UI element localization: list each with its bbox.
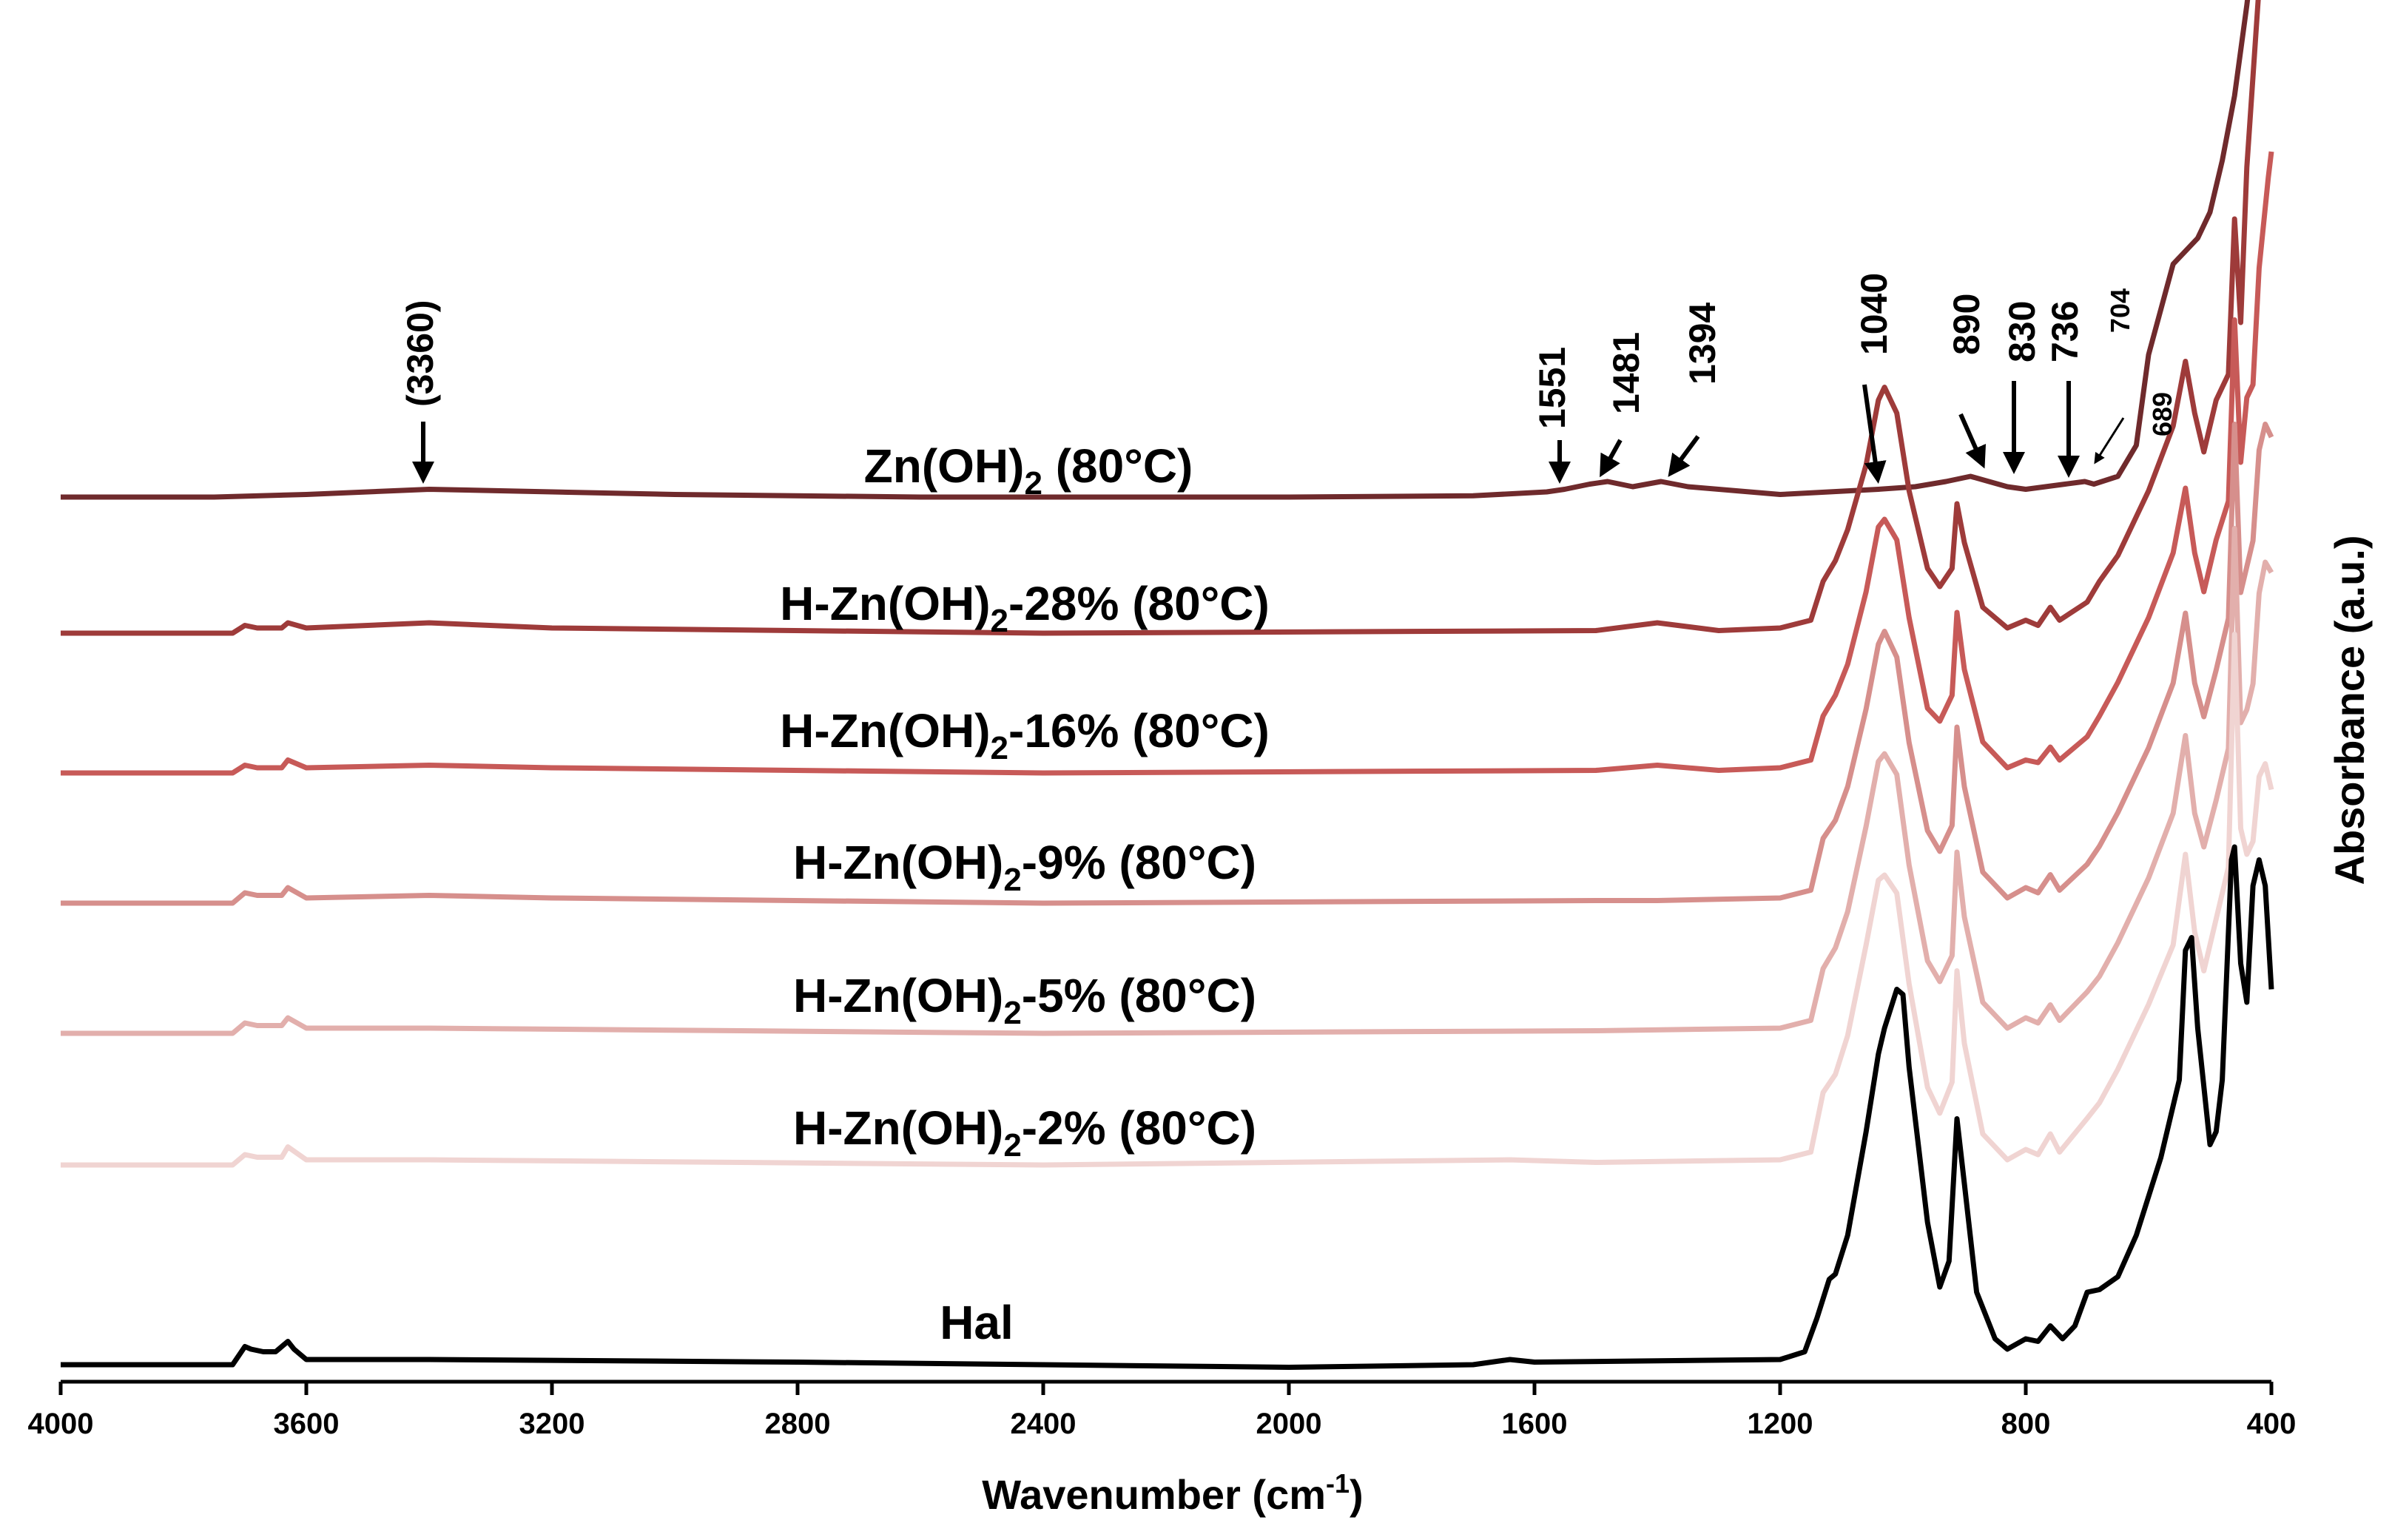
peak-label: 689 xyxy=(2147,392,2177,436)
peak-label: 830 xyxy=(2001,301,2043,362)
peak-label: 1040 xyxy=(1853,273,1895,355)
x-tick-label: 400 xyxy=(2247,1408,2297,1440)
x-tick-label: 2400 xyxy=(1011,1408,1077,1440)
series-line-0 xyxy=(61,0,2251,500)
series-label-layer: Zn(OH)2 (80°C) H-Zn(OH)2-28% (80°C) H-Zn(O… xyxy=(780,439,1270,1349)
series-layer xyxy=(61,0,2274,1370)
peak-label: 1394 xyxy=(1682,303,1723,385)
x-axis: 4000 3600 3200 2800 2400 2000 1600 1200 800 400 xyxy=(28,1379,2297,1440)
peak-arrow xyxy=(1862,384,1887,484)
x-axis-title: Wavenumber (cm-1) xyxy=(982,1468,1363,1518)
x-tick-label: 1600 xyxy=(1502,1408,1568,1440)
series-label-1: H-Zn(OH)2-28% (80°C) xyxy=(780,577,1270,639)
series-line-5 xyxy=(61,632,2274,1168)
series-label-3: H-Zn(OH)2-9% (80°C) xyxy=(793,836,1256,898)
peak-arrow xyxy=(1668,435,1700,477)
series-line-3 xyxy=(61,422,2274,906)
y-axis-title: Absorbance (a.u.) xyxy=(2326,536,2373,885)
x-tick-label: 4000 xyxy=(28,1408,94,1440)
series-line-6 xyxy=(61,844,2274,1370)
series-label-4: H-Zn(OH)2-5% (80°C) xyxy=(793,969,1256,1031)
series-label-5: H-Zn(OH)2-2% (80°C) xyxy=(793,1101,1256,1164)
series-line-2 xyxy=(61,151,2274,776)
peak-label: (3360) xyxy=(400,300,441,407)
series-label-6: Hal xyxy=(940,1296,1014,1349)
x-tick-label: 800 xyxy=(2001,1408,2051,1440)
peak-label: 704 xyxy=(2105,288,2135,333)
x-tick-label: 3600 xyxy=(274,1408,340,1440)
series-label-2: H-Zn(OH)2-16% (80°C) xyxy=(780,704,1270,766)
peak-arrow xyxy=(1958,413,1987,469)
peak-annotation-layer: (3360) 1551 1481 1394 1040 890 830 736 704 689 xyxy=(400,273,2177,484)
peak-label: 1551 xyxy=(1532,347,1573,429)
peak-label: 890 xyxy=(1946,294,1987,355)
x-tick-label: 3200 xyxy=(519,1408,585,1440)
peak-label: 1481 xyxy=(1606,332,1647,414)
x-tick-label: 1200 xyxy=(1748,1408,1813,1440)
peak-label: 736 xyxy=(2044,301,2086,362)
series-line-1 xyxy=(61,0,2261,636)
series-line-4 xyxy=(61,526,2274,1036)
peak-arrow xyxy=(1600,439,1623,478)
x-tick-label: 2000 xyxy=(1256,1408,1322,1440)
x-tick-label: 2800 xyxy=(765,1408,831,1440)
series-label-0: Zn(OH)2 (80°C) xyxy=(864,439,1193,501)
peak-arrow xyxy=(2094,417,2125,465)
